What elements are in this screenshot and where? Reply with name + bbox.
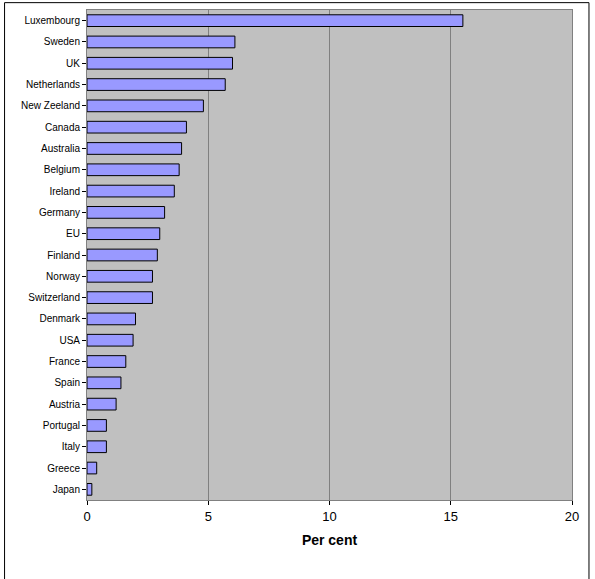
svg-text:Greece: Greece [47,463,80,474]
svg-text:Finland: Finland [47,250,80,261]
svg-text:EU: EU [66,228,80,239]
svg-text:Spain: Spain [54,377,80,388]
svg-text:Japan: Japan [53,484,80,495]
svg-text:Netherlands: Netherlands [26,79,80,90]
svg-text:5: 5 [205,509,212,524]
svg-text:Per cent: Per cent [302,532,358,548]
svg-text:Belgium: Belgium [44,164,80,175]
svg-text:10: 10 [322,509,336,524]
svg-text:Australia: Australia [41,143,80,154]
svg-text:15: 15 [444,509,458,524]
svg-text:0: 0 [83,509,90,524]
svg-text:Canada: Canada [45,122,80,133]
svg-text:20: 20 [565,509,579,524]
svg-text:Sweden: Sweden [44,36,80,47]
svg-text:Switzerland: Switzerland [28,292,80,303]
svg-text:Norway: Norway [46,271,80,282]
svg-text:New Zeeland: New Zeeland [21,100,80,111]
svg-text:Germany: Germany [39,207,80,218]
svg-text:Portugal: Portugal [43,420,80,431]
svg-text:Ireland: Ireland [49,186,80,197]
svg-text:France: France [49,356,81,367]
svg-text:Italy: Italy [62,441,80,452]
svg-text:Denmark: Denmark [39,313,81,324]
svg-text:UK: UK [66,58,80,69]
svg-text:USA: USA [59,335,80,346]
svg-text:Luxembourg: Luxembourg [24,15,80,26]
svg-text:Austria: Austria [49,399,81,410]
